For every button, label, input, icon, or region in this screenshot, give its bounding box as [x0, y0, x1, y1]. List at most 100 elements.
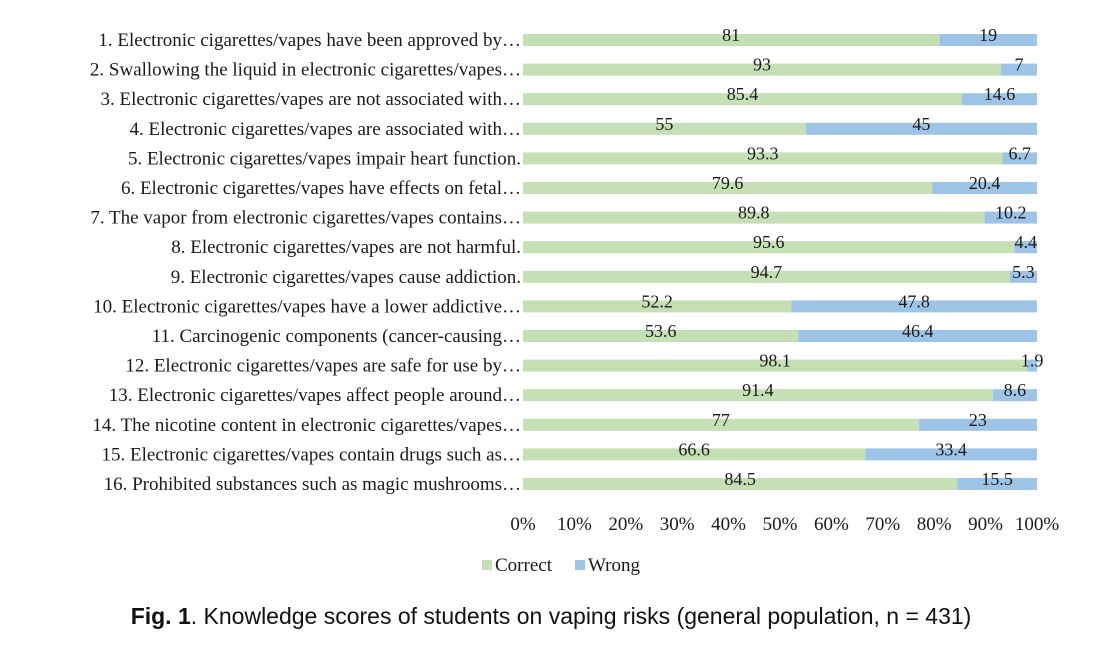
category-label: 15. Electronic cigarettes/vapes contain … — [102, 444, 521, 465]
data-label-correct: 55 — [655, 114, 673, 134]
bar-correct — [523, 122, 806, 135]
bar-wrong — [805, 122, 1037, 135]
data-label-correct: 94.7 — [751, 262, 783, 282]
category-label: 10. Electronic cigarettes/vapes have a l… — [93, 296, 521, 317]
data-label-correct: 91.4 — [742, 380, 774, 400]
data-label-wrong: 7 — [1015, 55, 1024, 75]
bar-correct — [523, 418, 919, 431]
legend-swatch-wrong — [575, 560, 585, 570]
bar-wrong — [1001, 63, 1037, 76]
bar-correct — [523, 330, 799, 342]
category-label: 1. Electronic cigarettes/vapes have been… — [98, 30, 521, 51]
value-labels: 81 19 93 7 85.4 14.6 55 45 93.3 6.7 79.6 20.4 89.8 10… — [641, 25, 1043, 489]
category-label: 12. Electronic cigarettes/vapes are safe… — [125, 356, 521, 377]
x-tick-label: 40% — [711, 514, 746, 535]
data-label-wrong: 46.4 — [902, 321, 934, 341]
bar-wrong — [957, 478, 1037, 490]
x-tick-label: 0% — [510, 514, 536, 535]
x-tick-label: 100% — [1015, 514, 1060, 535]
data-label-wrong: 19 — [979, 25, 997, 45]
figure-caption: Fig. 1. Knowledge scores of students on … — [0, 603, 1102, 630]
bars-group — [523, 34, 1037, 490]
category-label: 8. Electronic cigarettes/vapes are not h… — [171, 237, 521, 258]
bar-correct — [523, 359, 1028, 372]
category-labels: 1. Electronic cigarettes/vapes have been… — [90, 30, 521, 495]
data-label-correct: 98.1 — [759, 351, 791, 371]
data-label-wrong: 14.6 — [984, 84, 1016, 104]
x-tick-label: 50% — [763, 514, 798, 535]
bar-wrong — [1027, 359, 1037, 372]
data-label-wrong: 1.9 — [1021, 351, 1044, 371]
x-tick-label: 60% — [814, 514, 849, 535]
data-label-wrong: 47.8 — [898, 291, 930, 311]
data-label-wrong: 23 — [969, 410, 987, 430]
bar-correct — [523, 270, 1010, 283]
data-label-correct: 84.5 — [724, 469, 756, 489]
x-tick-label: 70% — [865, 514, 900, 535]
bar-correct — [523, 93, 962, 106]
data-label-wrong: 45 — [912, 114, 930, 134]
bar-correct — [523, 478, 958, 490]
category-label: 13. Electronic cigarettes/vapes affect p… — [109, 385, 521, 406]
data-label-wrong: 6.7 — [1009, 143, 1032, 163]
x-tick-label: 80% — [917, 514, 952, 535]
x-axis-tick-labels: 0% 10% 20% 30% 40% 50% 60% 70% 80% 90% 100% — [510, 514, 1059, 535]
bar-wrong — [961, 93, 1037, 106]
category-label: 5. Electronic cigarettes/vapes impair he… — [128, 148, 521, 169]
bar-wrong — [984, 211, 1037, 224]
bar-correct — [523, 448, 866, 461]
data-label-correct: 95.6 — [753, 232, 785, 252]
category-label: 2. Swallowing the liquid in electronic c… — [90, 60, 521, 81]
bar-wrong — [918, 418, 1037, 431]
data-label-correct: 93 — [753, 55, 771, 75]
category-label: 16. Prohibited substances such as magic … — [104, 474, 521, 495]
bar-correct — [523, 182, 933, 194]
data-label-wrong: 8.6 — [1004, 380, 1027, 400]
data-label-correct: 66.6 — [678, 439, 710, 459]
bar-wrong — [1002, 152, 1037, 165]
bar-correct — [523, 211, 985, 224]
data-label-wrong: 33.4 — [935, 439, 967, 459]
data-label-correct: 53.6 — [645, 321, 677, 341]
bar-wrong — [798, 330, 1037, 342]
x-tick-label: 30% — [660, 514, 695, 535]
legend-label-correct: Correct — [495, 555, 553, 576]
x-tick-label: 90% — [968, 514, 1003, 535]
bar-wrong — [992, 389, 1037, 402]
data-label-wrong: 15.5 — [981, 469, 1013, 489]
bar-correct — [523, 300, 792, 313]
caption-label: Fig. 1 — [130, 603, 191, 629]
category-label: 6. Electronic cigarettes/vapes have effe… — [121, 178, 521, 199]
data-label-wrong: 20.4 — [969, 173, 1001, 193]
data-label-wrong: 4.4 — [1014, 232, 1037, 252]
data-label-correct: 77 — [712, 410, 730, 430]
data-label-correct: 52.2 — [641, 291, 673, 311]
bar-wrong — [939, 34, 1037, 46]
bar-correct — [523, 152, 1003, 165]
legend-swatch-correct — [482, 560, 492, 570]
data-label-correct: 89.8 — [738, 203, 770, 223]
legend: Correct Wrong — [482, 555, 640, 576]
caption-text: . Knowledge scores of students on vaping… — [190, 603, 972, 629]
category-label: 14. The nicotine content in electronic c… — [92, 415, 521, 436]
category-label: 9. Electronic cigarettes/vapes cause add… — [171, 267, 521, 288]
x-tick-label: 10% — [557, 514, 592, 535]
bar-wrong — [932, 182, 1037, 194]
bar-wrong — [865, 448, 1037, 461]
legend-label-wrong: Wrong — [588, 555, 640, 576]
bar-wrong — [791, 300, 1037, 313]
category-label: 7. The vapor from electronic cigarettes/… — [90, 208, 521, 229]
bar-wrong — [1014, 241, 1037, 254]
bar-correct — [523, 241, 1015, 254]
bar-wrong — [1009, 270, 1037, 283]
stacked-bar-chart: 1. Electronic cigarettes/vapes have been… — [90, 25, 1059, 576]
data-label-correct: 93.3 — [747, 143, 779, 163]
category-label: 11. Carcinogenic components (cancer-caus… — [152, 326, 521, 347]
category-label: 4. Electronic cigarettes/vapes are assoc… — [130, 119, 521, 140]
data-label-correct: 85.4 — [727, 84, 759, 104]
data-label-correct: 81 — [722, 25, 740, 45]
bar-correct — [523, 63, 1002, 76]
data-label-wrong: 10.2 — [995, 203, 1027, 223]
x-tick-label: 20% — [608, 514, 643, 535]
bar-correct — [523, 389, 993, 402]
